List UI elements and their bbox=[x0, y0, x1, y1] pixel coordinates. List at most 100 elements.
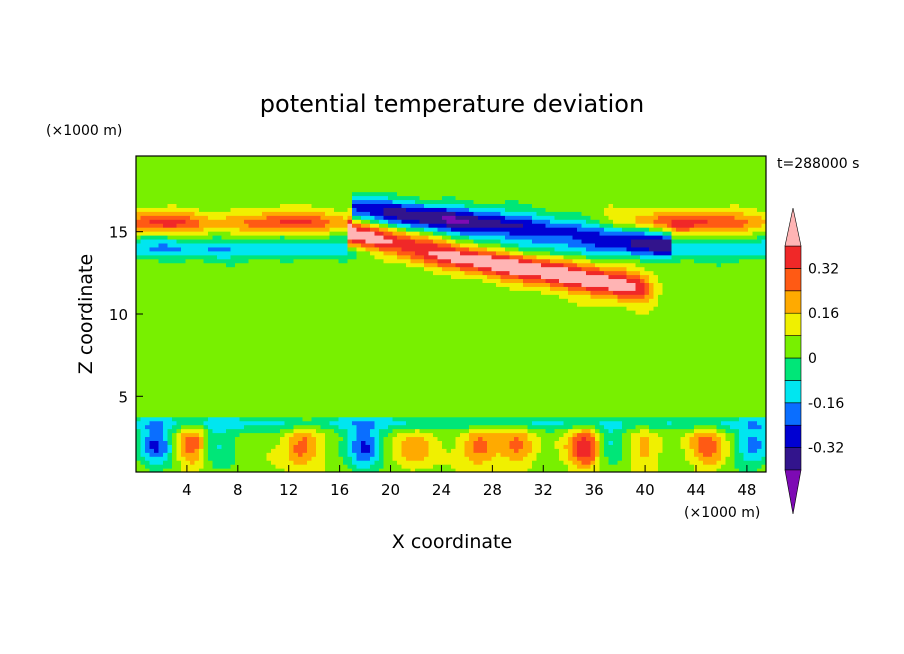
heatmap-cell bbox=[185, 159, 191, 165]
heatmap-cell bbox=[140, 396, 146, 402]
heatmap-cell bbox=[320, 321, 326, 327]
heatmap-cell bbox=[338, 404, 344, 410]
heatmap-cell bbox=[248, 298, 254, 303]
heatmap-cell bbox=[329, 231, 335, 236]
heatmap-cell bbox=[347, 385, 353, 390]
heatmap-cell bbox=[217, 235, 223, 240]
heatmap-cell bbox=[302, 262, 308, 268]
heatmap-cell bbox=[352, 436, 358, 441]
heatmap-cell bbox=[329, 203, 335, 208]
heatmap-cell bbox=[388, 215, 394, 220]
heatmap-cell bbox=[181, 448, 187, 453]
heatmap-cell bbox=[365, 266, 371, 272]
heatmap-cell bbox=[302, 290, 308, 295]
heatmap-cell bbox=[154, 385, 160, 390]
heatmap-cell bbox=[352, 452, 358, 457]
heatmap-cell bbox=[361, 381, 367, 386]
heatmap-cell bbox=[140, 159, 146, 165]
heatmap-cell bbox=[185, 270, 191, 276]
heatmap-cell bbox=[397, 369, 403, 374]
heatmap-cell bbox=[293, 298, 299, 303]
heatmap-cell bbox=[149, 353, 155, 359]
heatmap-cell bbox=[379, 357, 385, 362]
heatmap-cell bbox=[239, 389, 245, 394]
heatmap-cell bbox=[217, 195, 223, 201]
heatmap-cell bbox=[356, 270, 362, 276]
heatmap-cell bbox=[397, 191, 403, 197]
heatmap-cell bbox=[361, 357, 367, 362]
heatmap-cell bbox=[221, 420, 227, 426]
heatmap-cell bbox=[145, 274, 151, 280]
heatmap-cell bbox=[280, 464, 286, 469]
heatmap-cell bbox=[271, 302, 277, 307]
heatmap-cell bbox=[262, 460, 268, 465]
heatmap-cell bbox=[338, 195, 344, 201]
heatmap-cell bbox=[370, 440, 376, 445]
heatmap-cell bbox=[185, 306, 191, 311]
heatmap-cell bbox=[397, 231, 403, 236]
heatmap-cell bbox=[140, 306, 146, 311]
heatmap-cell bbox=[190, 353, 196, 359]
heatmap-cell bbox=[158, 444, 164, 449]
heatmap-cell bbox=[176, 393, 182, 398]
heatmap-cell bbox=[365, 369, 371, 374]
heatmap-cell bbox=[221, 175, 227, 181]
heatmap-cell bbox=[167, 436, 173, 441]
heatmap-cell bbox=[221, 211, 227, 216]
heatmap-cell bbox=[356, 369, 362, 374]
heatmap-cell bbox=[361, 286, 367, 291]
heatmap-cell bbox=[221, 262, 227, 268]
heatmap-cell bbox=[370, 238, 376, 244]
heatmap-cell bbox=[383, 361, 389, 366]
heatmap-cell bbox=[194, 353, 200, 359]
heatmap-cell bbox=[248, 444, 254, 449]
heatmap-cell bbox=[244, 314, 250, 319]
heatmap-cell bbox=[325, 341, 331, 347]
heatmap-cell bbox=[307, 306, 313, 311]
heatmap-cell bbox=[221, 393, 227, 398]
heatmap-cell bbox=[208, 468, 214, 472]
heatmap-cell bbox=[280, 333, 286, 339]
heatmap-cell bbox=[154, 163, 160, 169]
heatmap-cell bbox=[293, 159, 299, 165]
heatmap-cell bbox=[280, 432, 286, 438]
heatmap-cell bbox=[307, 396, 313, 402]
heatmap-cell bbox=[203, 353, 209, 359]
heatmap-cell bbox=[208, 258, 214, 264]
heatmap-cell bbox=[356, 163, 362, 169]
heatmap-cell bbox=[221, 310, 227, 315]
heatmap-cell bbox=[275, 404, 281, 410]
heatmap-cell bbox=[352, 223, 358, 228]
heatmap-cell bbox=[271, 428, 277, 434]
heatmap-cell bbox=[284, 294, 290, 299]
heatmap-cell bbox=[208, 333, 214, 339]
heatmap-cell bbox=[302, 416, 308, 422]
heatmap-cell bbox=[208, 408, 214, 414]
heatmap-cell bbox=[221, 223, 227, 228]
heatmap-cell bbox=[401, 227, 407, 232]
heatmap-cell bbox=[230, 167, 236, 173]
heatmap-cell bbox=[203, 416, 209, 422]
heatmap-cell bbox=[226, 282, 232, 287]
heatmap-cell bbox=[401, 310, 407, 315]
heatmap-cell bbox=[136, 254, 142, 260]
heatmap-cell bbox=[271, 227, 277, 232]
heatmap-cell bbox=[356, 349, 362, 355]
heatmap-cell bbox=[199, 294, 205, 299]
heatmap-cell bbox=[158, 317, 164, 323]
heatmap-cell bbox=[235, 389, 241, 394]
heatmap-cell bbox=[365, 191, 371, 197]
heatmap-cell bbox=[284, 211, 290, 216]
heatmap-cell bbox=[379, 294, 385, 299]
heatmap-cell bbox=[163, 191, 169, 197]
heatmap-cell bbox=[320, 385, 326, 390]
heatmap-cell bbox=[226, 203, 232, 208]
heatmap-cell bbox=[163, 448, 169, 453]
heatmap-cell bbox=[361, 389, 367, 394]
heatmap-cell bbox=[370, 223, 376, 228]
heatmap-cell bbox=[361, 400, 367, 406]
heatmap-cell bbox=[203, 159, 209, 165]
heatmap-cell bbox=[172, 361, 178, 366]
heatmap-cell bbox=[374, 325, 380, 331]
heatmap-cell bbox=[190, 238, 196, 244]
